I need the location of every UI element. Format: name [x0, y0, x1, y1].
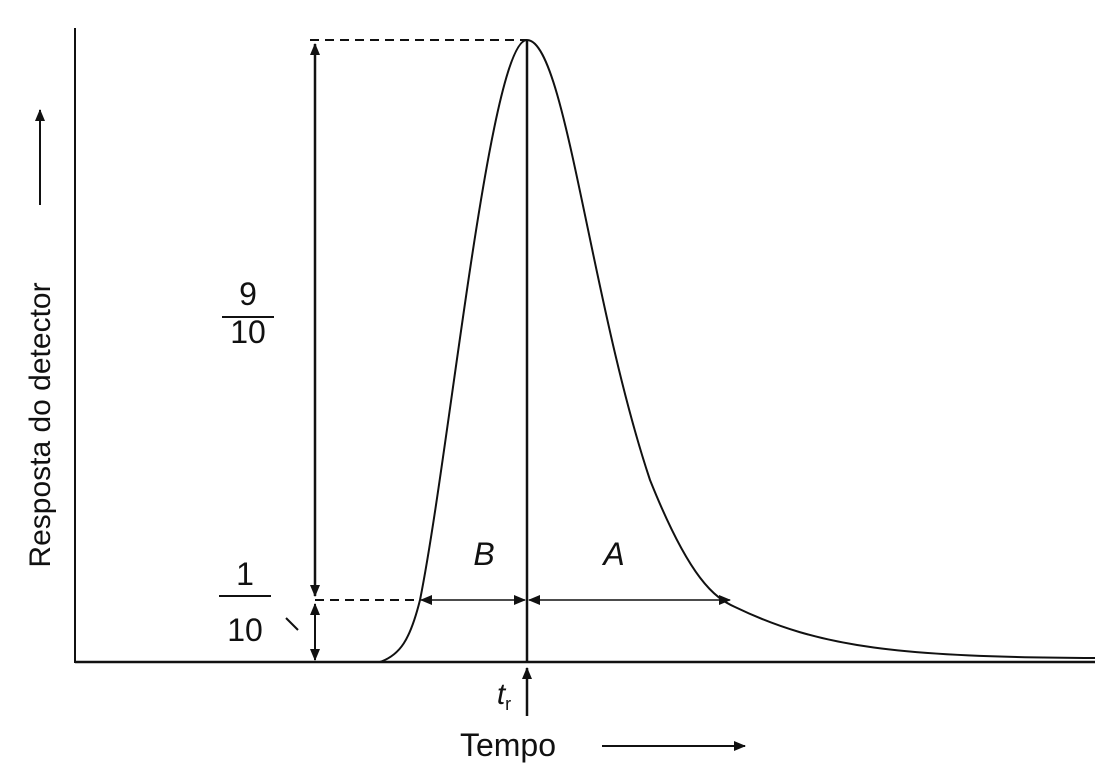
segment-label: A [601, 536, 624, 572]
pointer-line [285, 617, 299, 631]
fraction-denominator: 10 [227, 612, 263, 648]
retention-symbol-main: t [497, 678, 507, 711]
segment-label: B [473, 536, 494, 572]
fraction-denominator: 10 [230, 314, 266, 350]
y-axis-label: Resposta do detector [24, 282, 57, 567]
fraction-numerator: 9 [239, 276, 257, 312]
retention-subscript: r [505, 694, 511, 714]
fraction-numerator: 1 [236, 556, 254, 592]
peak-curve [379, 38, 1096, 663]
x-axis-label: Tempo [460, 727, 556, 763]
retention-symbol: tr [497, 678, 511, 714]
